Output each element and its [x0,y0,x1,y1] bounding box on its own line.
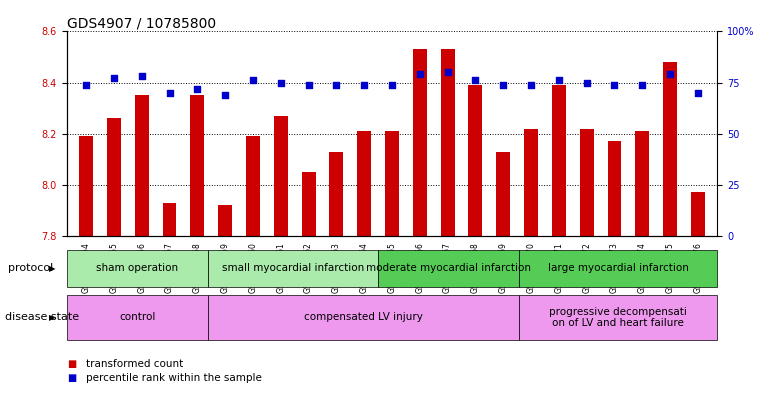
Point [441,69,454,75]
Text: compensated LV injury: compensated LV injury [304,312,423,322]
Point [136,73,148,79]
Point [413,71,426,77]
Text: ▶: ▶ [49,313,56,322]
Point [358,81,371,88]
Point [219,92,231,98]
Point [497,81,510,88]
Text: ■: ■ [67,358,76,369]
Point [107,75,120,82]
Point [274,79,287,86]
Bar [496,151,510,236]
Bar [302,172,315,236]
Text: large myocardial infarction: large myocardial infarction [548,263,689,273]
Text: transformed count: transformed count [86,358,183,369]
Bar [635,131,649,236]
Bar [358,131,371,236]
Text: ■: ■ [67,373,76,383]
Text: moderate myocardial infarction: moderate myocardial infarction [366,263,531,273]
Bar [329,151,343,236]
Point [608,81,621,88]
Point [636,81,648,88]
Point [163,90,176,96]
Point [191,86,204,92]
Bar [135,95,149,236]
Bar [218,205,232,236]
Bar [469,85,482,236]
Bar [579,129,593,236]
Bar [67,295,208,340]
Point [524,81,537,88]
Text: disease state: disease state [5,312,80,322]
Bar [191,95,205,236]
Bar [378,250,519,287]
Bar [162,202,176,236]
Point [303,81,315,88]
Bar [208,250,378,287]
Point [386,81,398,88]
Point [247,77,260,84]
Point [80,81,93,88]
Bar [246,136,260,236]
Point [469,77,481,84]
Bar [79,136,93,236]
Bar [691,192,705,236]
Bar [208,295,519,340]
Text: control: control [119,312,155,322]
Bar [67,250,208,287]
Point [691,90,704,96]
Bar [385,131,399,236]
Text: small myocardial infarction: small myocardial infarction [222,263,364,273]
Point [580,79,593,86]
Text: ▶: ▶ [49,264,56,273]
Bar [274,116,288,236]
Bar [107,118,121,236]
Text: percentile rank within the sample: percentile rank within the sample [86,373,262,383]
Text: GDS4907 / 10785800: GDS4907 / 10785800 [67,16,216,30]
Text: sham operation: sham operation [96,263,179,273]
Bar [663,62,677,236]
Point [553,77,565,84]
Bar [441,49,455,236]
Bar [608,141,622,236]
Bar [552,85,566,236]
Bar [519,295,717,340]
Text: protocol: protocol [8,263,53,273]
Point [330,81,343,88]
Bar [413,49,426,236]
Text: progressive decompensati
on of LV and heart failure: progressive decompensati on of LV and he… [550,307,688,328]
Bar [524,129,538,236]
Bar [519,250,717,287]
Point [664,71,677,77]
